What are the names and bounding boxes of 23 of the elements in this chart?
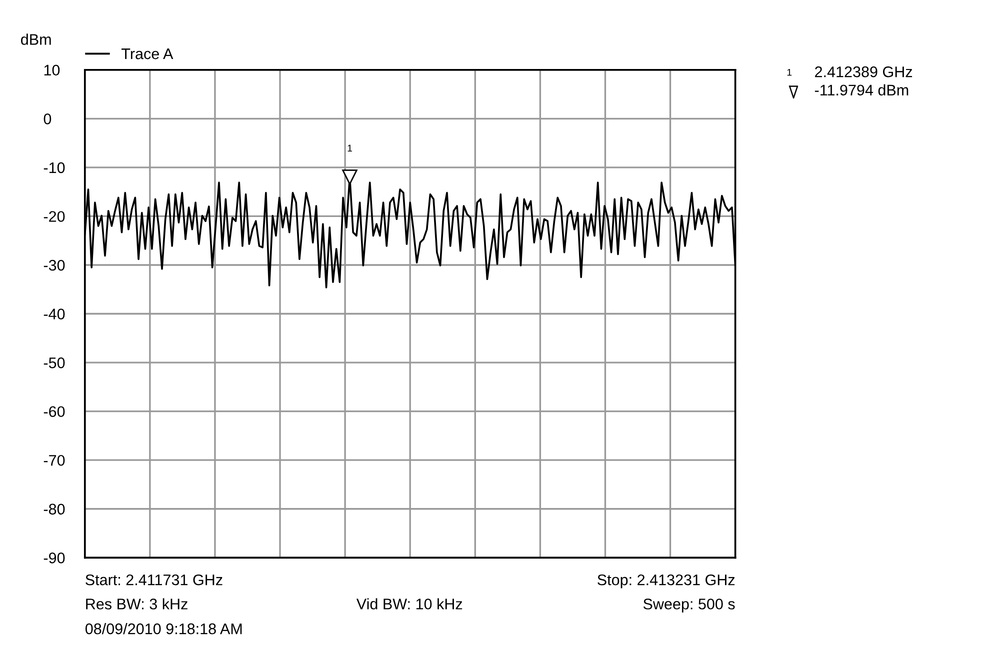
text: Res BW: 3 kHz	[86, 598, 188, 610]
y-tick-label: -20	[44, 211, 65, 222]
text: Stop: 2.413231 GHz	[598, 574, 735, 588]
y-tick-label: -40	[44, 308, 65, 320]
y-tick-label: -30	[44, 260, 65, 271]
text: Vid BW: 10 kHz	[356, 598, 462, 610]
y-tick-label: 10	[44, 64, 60, 76]
text: Sweep: 500 s	[643, 598, 735, 612]
y-tick-label: -50	[44, 357, 65, 368]
y-axis-title: dBm	[21, 34, 51, 45]
annotation: 1	[348, 144, 352, 152]
text: 1	[787, 68, 792, 76]
y-tick-label: -70	[44, 454, 65, 466]
y-tick-label: -80	[44, 504, 65, 515]
y-tick-label: -10	[44, 162, 65, 174]
y-tick-label: -90	[44, 552, 65, 564]
legend-label: Trace A	[122, 48, 174, 60]
y-tick-label: 0	[44, 114, 52, 124]
text: Start: 2.411731 GHz	[86, 574, 222, 586]
text: -11.9794 dBm	[814, 84, 908, 96]
text: 08/09/2010 9:18:18 AM	[85, 623, 242, 634]
text: 2.412389 GHz	[815, 66, 912, 78]
y-tick-label: -60	[44, 406, 65, 418]
